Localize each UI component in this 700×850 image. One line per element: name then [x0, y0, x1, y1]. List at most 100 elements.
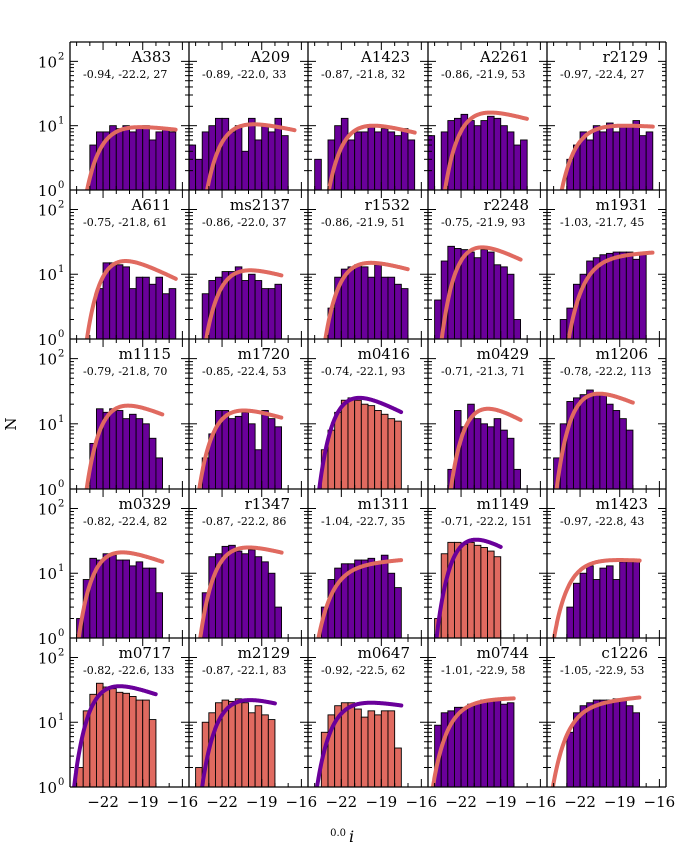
panel-params: -0.97, -22.4, 27 — [560, 68, 644, 81]
tick-marks — [308, 189, 428, 340]
panel-m0429: m0429 -0.71, -21.3, 71 — [428, 338, 547, 490]
histogram-bar — [135, 276, 144, 339]
tick-marks — [70, 338, 189, 490]
histogram-bar — [129, 565, 137, 638]
histogram-bar — [354, 264, 362, 339]
histogram-bar — [579, 572, 588, 638]
panel-plot-area — [84, 259, 178, 339]
histogram-bar — [619, 251, 627, 339]
panel-plot-area — [428, 110, 529, 190]
histogram-bar — [394, 283, 402, 339]
histogram-bar — [380, 128, 389, 190]
histogram-bar — [254, 705, 263, 787]
histogram-bar — [599, 394, 607, 489]
histogram-bar — [241, 702, 249, 787]
histogram-bar — [148, 567, 157, 638]
histogram-bar — [599, 131, 607, 190]
y-tick-label: 10 — [38, 351, 57, 369]
histogram-bar — [261, 561, 269, 638]
histogram-bar — [428, 135, 436, 190]
histogram-bar — [632, 712, 641, 787]
panel-m0647: m0647 -0.92, -22.5, 62 −22 −19 −16 — [308, 637, 437, 811]
panel-m0744: m0744 -1.01, -22.9, 58 −22 −19 −16 — [428, 637, 556, 811]
histogram-bar — [261, 288, 269, 339]
x-axis-label-superscript: 0.0 — [330, 828, 346, 839]
panel-plot-area — [551, 558, 642, 638]
panel-params: -0.71, -21.3, 71 — [441, 365, 525, 378]
panel-m2129: m2129 -0.87, -22.1, 83 −22 −19 −16 — [189, 637, 317, 811]
histogram-bar — [506, 131, 515, 190]
histogram-bar — [254, 280, 263, 339]
histogram-bar — [579, 394, 588, 489]
fit-curve — [204, 268, 284, 339]
histogram-bar — [241, 150, 249, 190]
panel-r1532: r1532 -0.86, -21.9, 51 — [308, 189, 428, 340]
histogram-bar — [122, 418, 130, 489]
histogram-bar — [599, 567, 607, 638]
histogram-bar — [148, 719, 157, 787]
histogram-bar — [487, 426, 495, 489]
histogram-bar — [367, 710, 376, 787]
tick-marks — [70, 41, 189, 191]
y-tick-exponent: 1 — [58, 116, 64, 127]
fit-curve — [551, 558, 642, 638]
histogram-bar — [599, 254, 607, 339]
histogram-bar — [599, 699, 607, 787]
histogram-bar — [612, 251, 621, 339]
panel-plot-area — [201, 266, 284, 339]
histogram-bar — [592, 125, 601, 190]
histogram-bar — [480, 120, 488, 190]
histogram-bar — [487, 700, 495, 787]
histogram-bar — [387, 418, 396, 489]
panel-title: m0744 — [477, 644, 529, 662]
fit-curve — [434, 537, 503, 638]
panel-params: -0.87, -21.8, 32 — [321, 68, 405, 81]
panel-params: -0.97, -22.8, 43 — [560, 515, 644, 528]
histogram-bar — [360, 403, 369, 489]
panel-title: m1720 — [238, 345, 290, 363]
histogram-bar — [354, 708, 362, 787]
histogram-bar — [380, 276, 389, 339]
histogram-bar — [122, 125, 130, 190]
histogram-bar — [625, 561, 634, 638]
x-tick-label: −16 — [644, 793, 676, 811]
panel-m1931: m1931 -1.03, -21.7, 45 — [547, 189, 666, 340]
histogram-bar — [394, 135, 402, 190]
panel-plot-area — [323, 260, 410, 339]
panel-title: m0647 — [358, 644, 410, 662]
y-tick-exponent: 0 — [58, 628, 64, 639]
histogram-bar — [592, 579, 601, 638]
panel-params: -0.89, -22.0, 33 — [202, 68, 286, 81]
fit-curve — [205, 122, 297, 190]
panel-params: -0.86, -21.9, 51 — [321, 216, 405, 229]
histogram-bar — [473, 544, 482, 638]
histogram-bar — [228, 271, 236, 339]
tick-marks — [547, 41, 666, 191]
histogram-bar — [625, 705, 634, 787]
histogram-bar — [586, 139, 594, 190]
histogram-bar — [632, 120, 641, 190]
histogram-bar — [473, 257, 482, 339]
panel-title: m1423 — [596, 495, 648, 513]
histogram-bar — [254, 139, 263, 190]
fit-curve — [448, 406, 523, 489]
fit-curve — [314, 700, 404, 787]
histogram-bar — [625, 251, 634, 339]
x-tick-label: −19 — [246, 793, 278, 811]
histogram-bar — [122, 692, 130, 787]
panel-title: m0329 — [119, 495, 171, 513]
histogram-bar — [513, 319, 522, 339]
histogram-bar — [586, 389, 594, 489]
panel-plot-area — [195, 698, 277, 787]
tick-marks — [70, 488, 189, 639]
panel-m1720: m1720 -0.85, -22.4, 53 — [189, 338, 308, 490]
histogram-bar — [354, 131, 362, 190]
histogram-bar — [102, 553, 111, 638]
histogram-bar — [374, 561, 382, 638]
fit-curve — [84, 403, 165, 489]
fit-curve — [85, 125, 178, 190]
y-tick-label: 10 — [38, 481, 57, 499]
